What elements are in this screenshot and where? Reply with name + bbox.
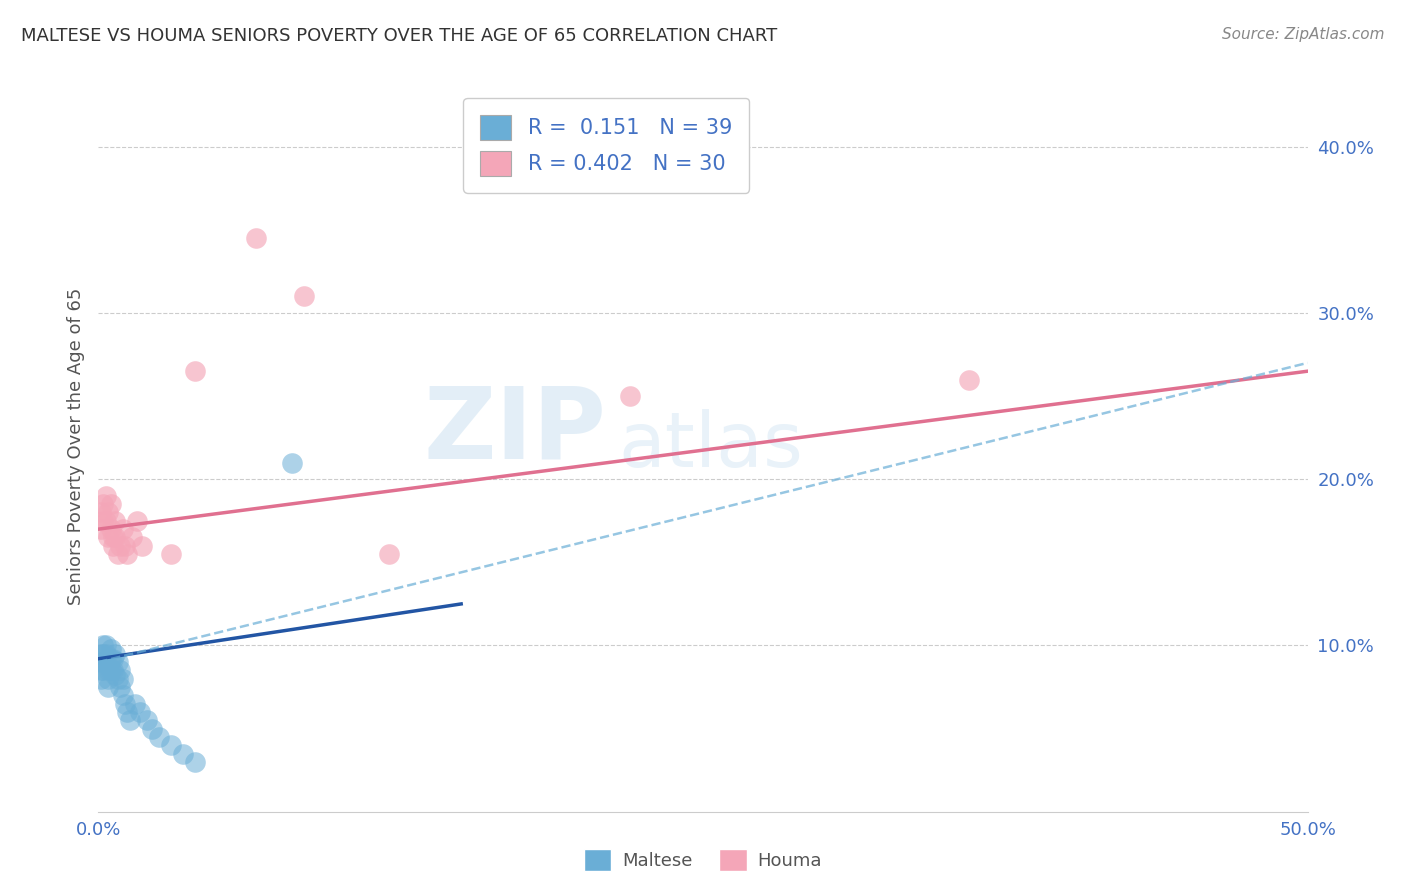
Point (90, 655, 112, 669)
Point (94, 647, 117, 661)
Point (184, 755, 207, 769)
Point (104, 514, 127, 528)
Point (281, 456, 304, 470)
Point (101, 652, 124, 666)
Point (101, 539, 124, 553)
Point (111, 689, 134, 703)
Point (118, 714, 141, 728)
Point (121, 530, 143, 544)
Point (101, 664, 124, 678)
Point (91, 647, 114, 661)
Point (108, 539, 131, 553)
Point (97, 530, 120, 544)
Point (90, 647, 112, 661)
Point (107, 655, 129, 669)
Point (131, 539, 153, 553)
Point (245, 231, 267, 245)
Point (148, 730, 170, 744)
Point (100, 497, 122, 511)
Point (90, 664, 112, 678)
Point (107, 547, 129, 561)
Point (91, 664, 114, 678)
Point (117, 547, 139, 561)
Point (91, 639, 114, 653)
Text: atlas: atlas (619, 409, 803, 483)
Point (135, 714, 157, 728)
Point (114, 539, 136, 553)
Point (91, 514, 114, 528)
Point (100, 522, 122, 536)
Point (160, 738, 183, 752)
Point (97, 664, 120, 678)
Point (97, 680, 120, 694)
Point (107, 672, 129, 686)
Point (97, 672, 120, 686)
Point (127, 514, 149, 528)
Legend: Maltese, Houma: Maltese, Houma (576, 842, 830, 879)
Point (619, 389, 641, 403)
Point (94, 655, 117, 669)
Y-axis label: Seniors Poverty Over the Age of 65: Seniors Poverty Over the Age of 65 (66, 287, 84, 605)
Point (111, 522, 134, 536)
Point (91, 655, 114, 669)
Point (100, 641, 122, 656)
Point (94, 489, 117, 503)
Point (104, 530, 127, 544)
Point (184, 364, 207, 378)
Point (90, 672, 112, 686)
Point (128, 705, 150, 719)
Legend: R =  0.151   N = 39, R = 0.402   N = 30: R = 0.151 N = 39, R = 0.402 N = 30 (464, 98, 749, 193)
Point (94, 639, 117, 653)
Point (100, 652, 122, 666)
Text: MALTESE VS HOUMA SENIORS POVERTY OVER THE AGE OF 65 CORRELATION CHART: MALTESE VS HOUMA SENIORS POVERTY OVER TH… (21, 27, 778, 45)
Point (957, 372, 980, 386)
Point (90, 506, 112, 520)
Text: ZIP: ZIP (423, 383, 606, 480)
Point (108, 664, 131, 678)
Point (91, 497, 114, 511)
Point (160, 547, 183, 561)
Point (111, 672, 134, 686)
Text: Source: ZipAtlas.com: Source: ZipAtlas.com (1222, 27, 1385, 42)
Point (94, 514, 117, 528)
Point (108, 680, 131, 694)
Point (90, 522, 112, 536)
Point (172, 747, 194, 761)
Point (97, 506, 120, 520)
Point (101, 530, 124, 544)
Point (141, 722, 163, 736)
Point (377, 547, 399, 561)
Point (292, 289, 315, 303)
Point (117, 705, 139, 719)
Point (104, 647, 127, 661)
Point (104, 668, 127, 682)
Point (124, 697, 146, 711)
Point (100, 664, 122, 678)
Point (114, 697, 136, 711)
